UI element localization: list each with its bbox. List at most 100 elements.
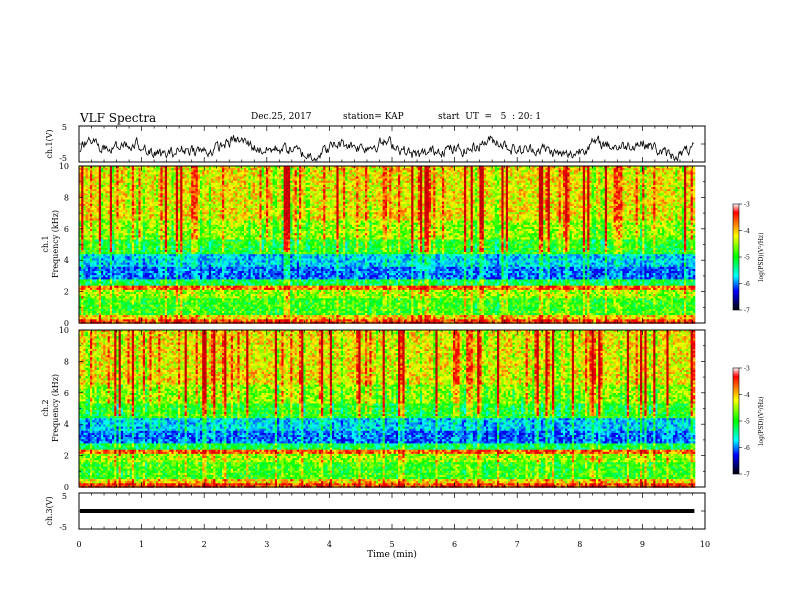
spectrogram-cell <box>550 170 553 172</box>
spectrogram-cell <box>387 170 390 172</box>
spectrogram-cell <box>671 168 674 170</box>
spectrogram-cell <box>180 170 183 172</box>
spectrogram-cell <box>422 168 425 170</box>
spectrogram-cell <box>561 170 564 172</box>
spectrogram-cell <box>411 170 414 172</box>
spectrogram-cell <box>374 170 377 172</box>
spectrogram-cell <box>279 170 282 172</box>
spectrogram-cell <box>598 168 601 170</box>
spectrogram-cell <box>495 168 498 170</box>
spectrogram-cell <box>523 168 526 170</box>
spectrogram-cell <box>519 168 522 170</box>
spectrogram-cell <box>196 170 199 172</box>
spectrogram-cell <box>537 170 540 172</box>
spectrogram-cell <box>224 168 227 170</box>
spectrogram-cell <box>556 168 559 170</box>
spectrogram-cell <box>486 168 489 170</box>
spectrogram-cell <box>121 168 124 170</box>
spectrogram-cell <box>169 168 172 170</box>
spectrogram-cell <box>308 170 311 172</box>
spectrogram-cell <box>438 170 441 172</box>
spectrogram-cell <box>512 170 515 172</box>
spectrogram-cell <box>297 170 300 172</box>
spectrogram-cell <box>284 168 287 170</box>
spectrogram-cell <box>420 170 423 172</box>
spectrogram-cell <box>543 168 546 170</box>
spectrogram-cell <box>317 170 320 172</box>
spectrogram-cell <box>607 168 610 170</box>
spectrogram-cell <box>543 170 546 172</box>
spectrogram-cell <box>138 170 141 172</box>
spectrogram-cell <box>251 170 254 172</box>
spectrogram-cell <box>319 168 322 170</box>
spectrogram-cell <box>394 168 397 170</box>
spectrogram-cell <box>222 168 225 170</box>
spectrogram-cell <box>574 170 577 172</box>
spectrogram-cell <box>625 168 628 170</box>
spectrogram-cell <box>570 168 573 170</box>
spectrogram-cell <box>510 168 513 170</box>
spectrogram-cell <box>501 168 504 170</box>
spectrogram-cell <box>497 170 500 172</box>
spectrogram-cell <box>255 170 258 172</box>
spectrogram-cell <box>264 168 267 170</box>
spectrogram-cell <box>152 170 155 172</box>
spectrogram-cell <box>163 170 166 172</box>
spectrogram-cell <box>455 170 458 172</box>
spectrogram-cell <box>339 168 342 170</box>
spectrogram-cell <box>471 168 474 170</box>
spectrogram-cell <box>143 168 146 170</box>
spectrogram-cell <box>81 168 84 170</box>
spectrogram-cell <box>649 168 652 170</box>
spectrogram-cell <box>262 168 265 170</box>
spectrogram-cell <box>88 168 91 170</box>
spectrogram-cell <box>565 170 568 172</box>
spectrogram-cell <box>528 170 531 172</box>
spectrogram-cell <box>506 170 509 172</box>
spectrogram-cell <box>530 170 533 172</box>
spectrogram-cell <box>330 168 333 170</box>
spectrogram-cell <box>297 168 300 170</box>
spectrogram-cell <box>233 168 236 170</box>
spectrogram-cell <box>204 170 207 172</box>
spectrogram-cell <box>361 168 364 170</box>
spectrogram-cell <box>244 168 247 170</box>
spectrogram-cell <box>251 168 254 170</box>
spectrogram-cell <box>288 168 291 170</box>
spectrogram-cell <box>167 170 170 172</box>
spectrogram-cell <box>323 168 326 170</box>
spectrogram-cell <box>435 170 438 172</box>
spectrogram-cell <box>398 170 401 172</box>
spectrogram-cell <box>662 168 665 170</box>
spectrogram-cell <box>319 170 322 172</box>
spectrogram-cell <box>660 168 663 170</box>
spectrogram-cell <box>165 170 168 172</box>
spectrogram-cell <box>400 170 403 172</box>
spectrogram-cell <box>587 170 590 172</box>
spectrogram-cell <box>301 168 304 170</box>
spectrogram-cell <box>594 168 597 170</box>
spectrogram-cell <box>629 168 632 170</box>
spectrogram-cell <box>248 168 251 170</box>
spectrogram-cell <box>607 170 610 172</box>
spectrogram-cell <box>427 170 430 172</box>
spectrogram-cell <box>132 170 135 172</box>
spectrogram-cell <box>187 168 190 170</box>
spectrogram-cell <box>576 170 579 172</box>
spectrogram-cell <box>112 168 115 170</box>
spectrogram-cell <box>462 168 465 170</box>
spectrogram-cell <box>482 168 485 170</box>
spectrogram-cell <box>389 170 392 172</box>
spectrogram-cell <box>246 170 249 172</box>
spectrogram-cell <box>376 170 379 172</box>
spectrogram-cell <box>651 168 654 170</box>
spectrogram-cell <box>466 170 469 172</box>
spectrogram-cell <box>559 170 562 172</box>
spectrogram-cell <box>295 168 298 170</box>
spectrogram-cell <box>427 168 430 170</box>
ch1-spectrogram-image <box>79 166 695 324</box>
spectrogram-cell <box>508 170 511 172</box>
spectrogram-cell <box>446 170 449 172</box>
spectrogram-cell <box>585 168 588 170</box>
ch1-waveform-panel: 5 -5 ch.1(V) <box>45 123 705 163</box>
